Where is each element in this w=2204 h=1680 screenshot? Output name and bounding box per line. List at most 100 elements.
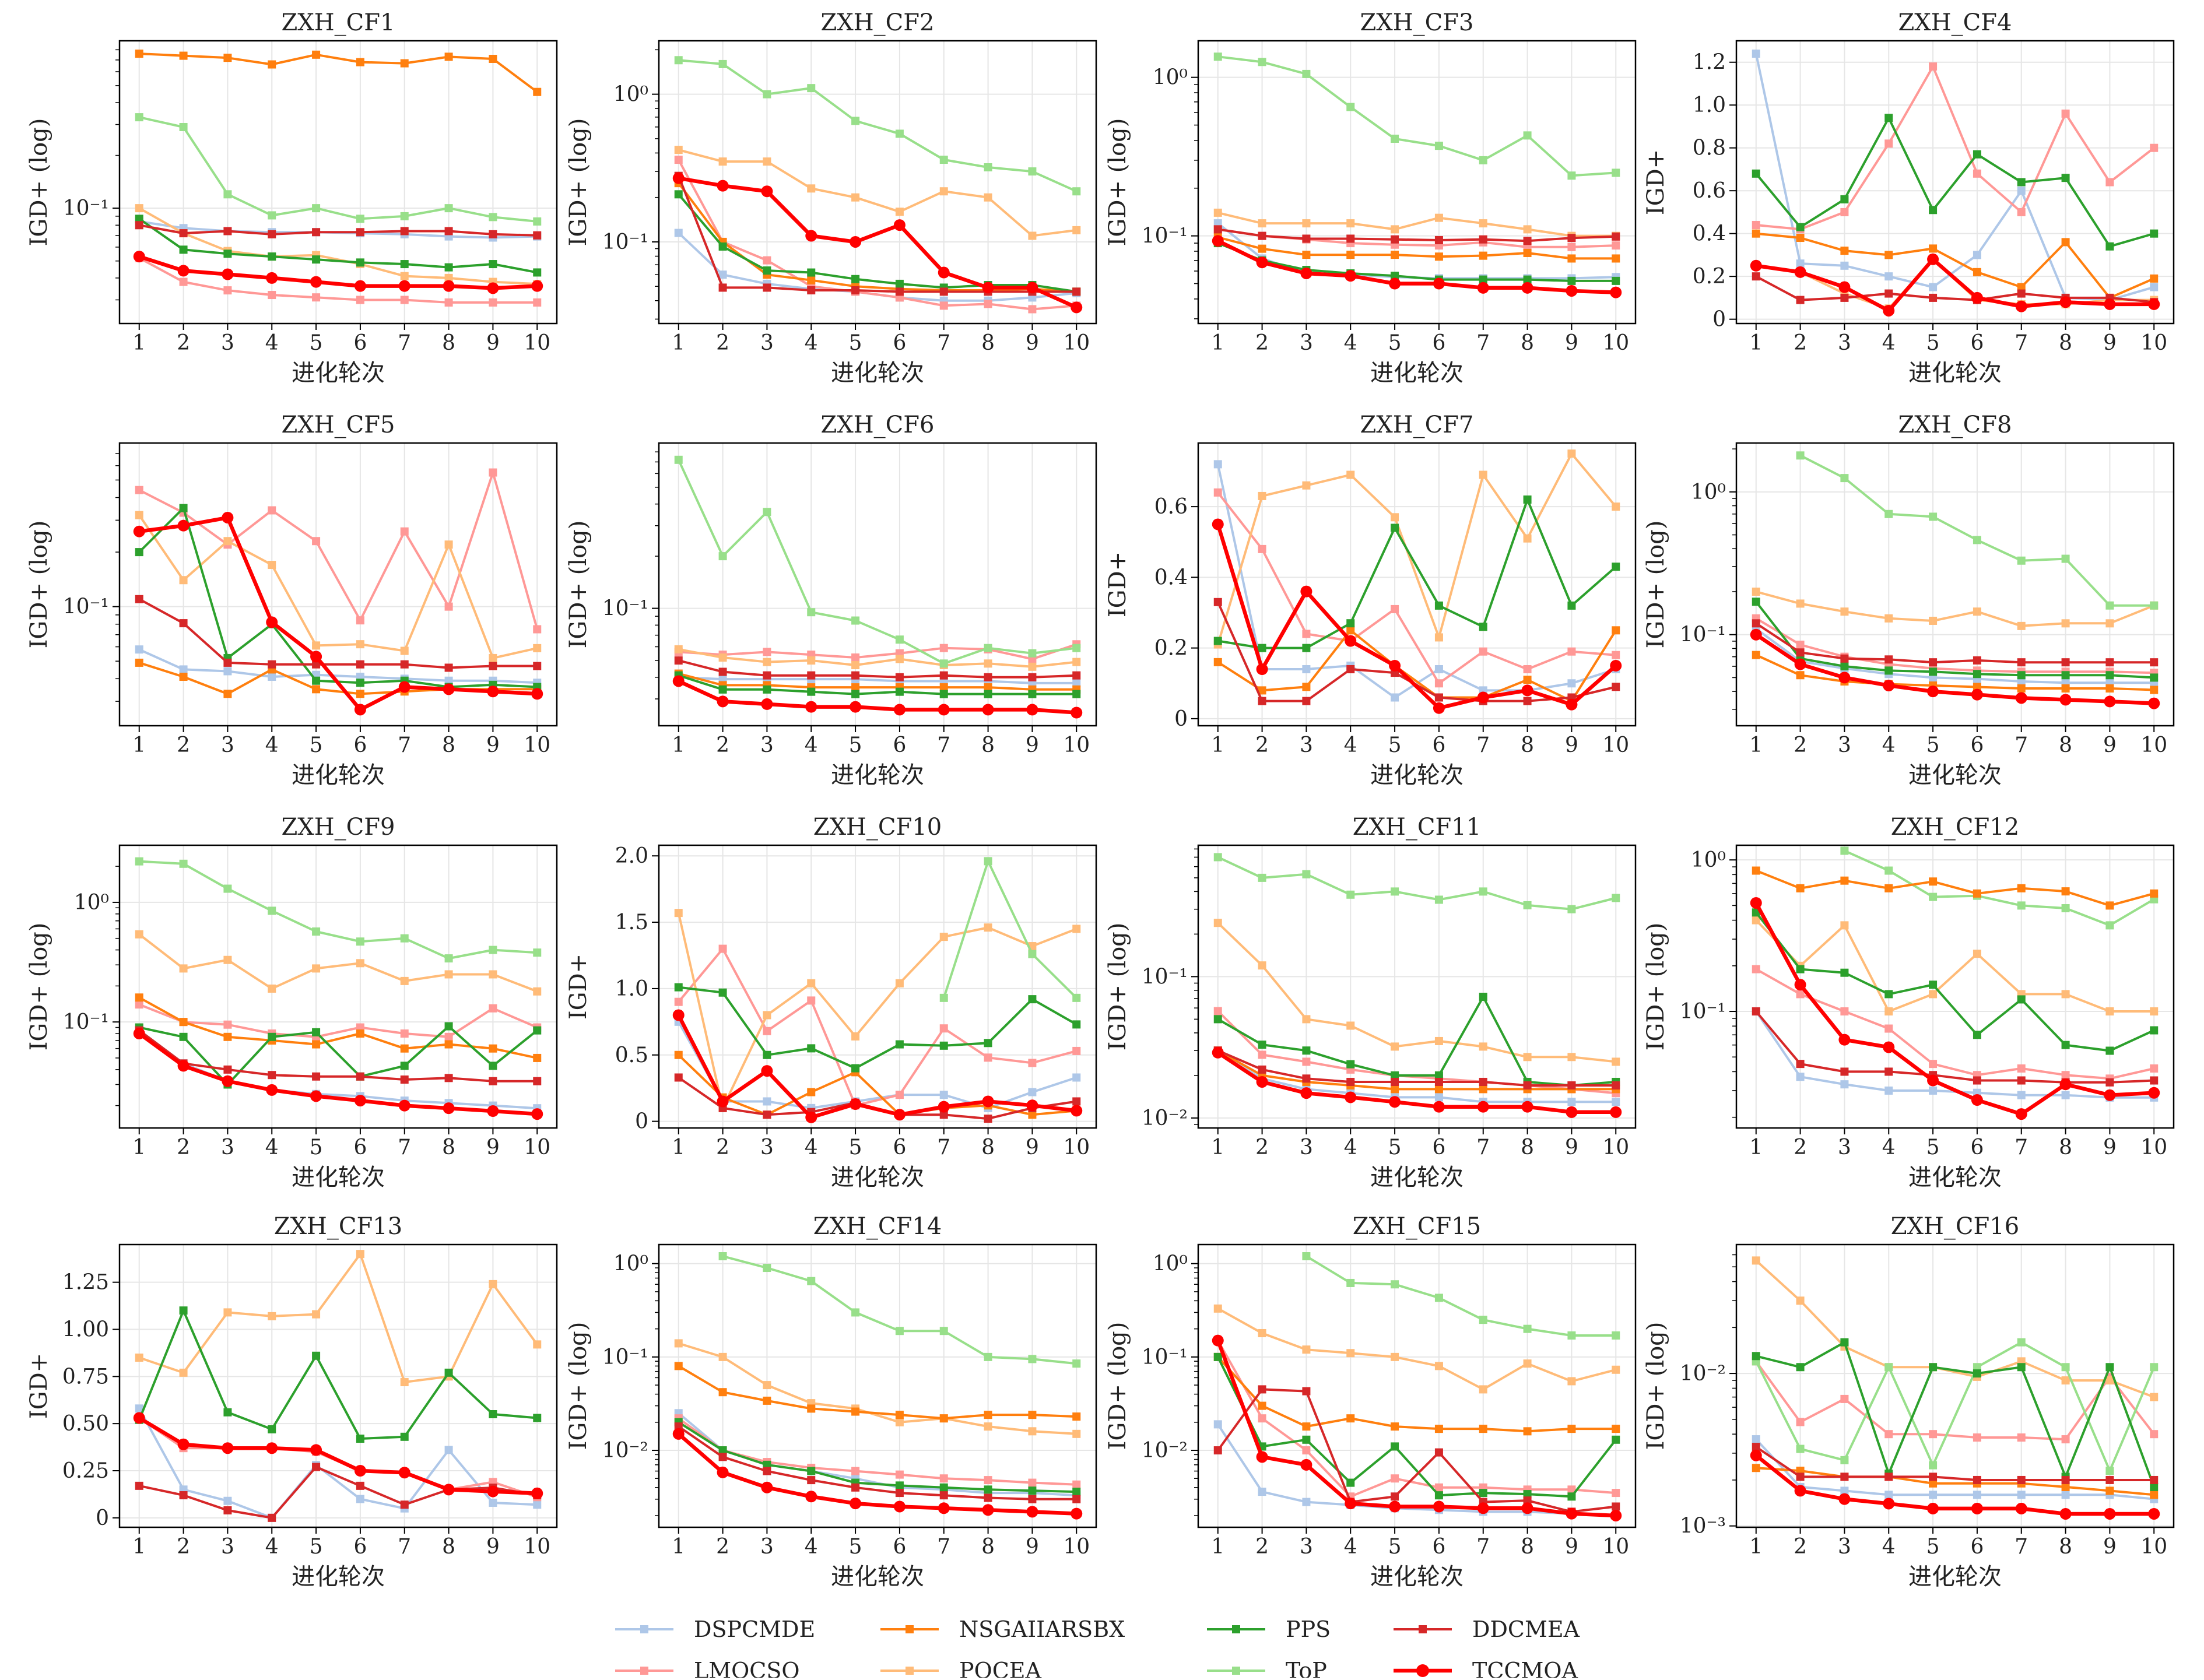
x-tick-label: 9	[1026, 331, 1039, 355]
x-tick-label: 5	[849, 1535, 862, 1559]
data-point	[1612, 254, 1620, 263]
data-point	[133, 1412, 145, 1424]
data-point	[1567, 679, 1576, 688]
series-line	[1217, 1388, 1616, 1513]
data-point	[1302, 1498, 1311, 1506]
data-point	[1796, 1444, 1805, 1453]
y-tick-label: 10⁰	[1691, 848, 1726, 872]
series-pps	[674, 190, 1081, 296]
series-line	[1755, 1361, 2155, 1441]
data-point	[1391, 1492, 1399, 1501]
data-point	[1389, 277, 1401, 290]
data-point	[2105, 242, 2114, 251]
data-point	[2015, 300, 2027, 312]
data-point	[2061, 1475, 2070, 1484]
data-point	[1300, 267, 1312, 279]
data-point	[939, 1474, 948, 1483]
data-point	[1258, 491, 1266, 500]
data-point	[1566, 1507, 1578, 1520]
y-tick-label: 10⁻¹	[1680, 623, 1726, 647]
data-point	[1796, 648, 1805, 657]
x-tick-label: 7	[937, 733, 950, 757]
data-point	[1213, 598, 1222, 606]
data-point	[1479, 251, 1487, 260]
series-line	[1217, 1356, 1617, 1498]
data-point	[312, 1040, 321, 1049]
data-point	[268, 506, 276, 515]
data-point	[1612, 626, 1620, 635]
data-point	[400, 1378, 409, 1387]
data-point	[982, 282, 994, 294]
data-point	[1028, 1411, 1037, 1419]
legend-item-tccmoa: TCCMOA	[1394, 1658, 1578, 1680]
data-point	[133, 525, 145, 537]
data-point	[763, 157, 771, 166]
x-tick-label: 7	[1476, 1535, 1490, 1559]
x-tick-label: 3	[760, 1535, 774, 1559]
data-point	[1434, 1362, 1443, 1370]
x-tick-label: 5	[849, 331, 862, 355]
data-point	[223, 1506, 232, 1514]
series-pps	[1752, 114, 2159, 251]
data-point	[1523, 665, 1532, 673]
data-point	[1213, 1007, 1222, 1015]
chart-panel: 1 2 3 4 5 6 7 8 9 10 10⁻² 10⁻¹ ZXH_CF11 进化轮次 IGD+ (log…	[1104, 814, 1637, 1191]
data-point	[1477, 282, 1489, 294]
data-point	[489, 1077, 497, 1085]
y-tick-label: 0.6	[1693, 179, 1726, 203]
data-point	[356, 1481, 364, 1490]
y-tick-label: 0	[635, 1110, 648, 1134]
data-point	[2150, 1076, 2159, 1085]
x-tick-label: 8	[2059, 1535, 2072, 1559]
data-point	[763, 1460, 771, 1469]
data-point	[1071, 707, 1083, 719]
legend-swatch-marker	[1416, 1664, 1429, 1677]
data-point	[400, 212, 409, 220]
data-point	[222, 1075, 234, 1087]
data-point	[400, 1062, 409, 1070]
data-point	[354, 280, 366, 292]
data-point	[1927, 253, 1939, 265]
data-point	[1796, 1472, 1805, 1481]
legend-item-nsgaiiarsbx: NSGAIIARSBX	[880, 1616, 1125, 1642]
data-point	[763, 1381, 771, 1390]
data-point	[1477, 691, 1489, 704]
legend-label: DSPCMDE	[694, 1616, 815, 1642]
series-line	[1755, 117, 2154, 248]
data-point	[312, 1028, 321, 1036]
data-point	[1973, 268, 1981, 276]
data-point	[2150, 1475, 2159, 1484]
data-point	[266, 616, 278, 628]
data-point	[674, 1073, 683, 1082]
data-point	[1929, 1060, 1938, 1069]
data-point	[1884, 1067, 1893, 1076]
series-line	[1754, 902, 2154, 1116]
series-dspcmde	[674, 229, 1081, 305]
data-point	[939, 993, 948, 1002]
data-point	[1072, 287, 1081, 296]
data-point	[444, 204, 453, 213]
series-line	[1217, 1356, 1616, 1433]
series-line	[677, 175, 1077, 293]
series-line	[678, 676, 1077, 684]
series-line	[678, 643, 1077, 660]
x-tick-label: 7	[937, 1136, 950, 1159]
series-line	[1217, 491, 1616, 685]
data-point	[223, 1308, 232, 1317]
x-tick-label: 6	[353, 1136, 367, 1159]
data-point	[531, 1108, 543, 1120]
data-point	[984, 857, 992, 866]
y-tick-label: 1.5	[615, 911, 648, 934]
data-point	[851, 616, 860, 625]
data-point	[1213, 488, 1222, 497]
data-point	[312, 537, 321, 546]
data-point	[1567, 276, 1576, 285]
data-point	[1840, 195, 1849, 203]
data-point	[805, 701, 817, 713]
x-tick-label: 4	[265, 1535, 279, 1559]
data-point	[895, 1040, 904, 1049]
data-point	[1258, 544, 1266, 553]
data-point	[2061, 990, 2070, 999]
data-point	[1796, 1296, 1805, 1305]
series-line	[138, 1029, 538, 1082]
